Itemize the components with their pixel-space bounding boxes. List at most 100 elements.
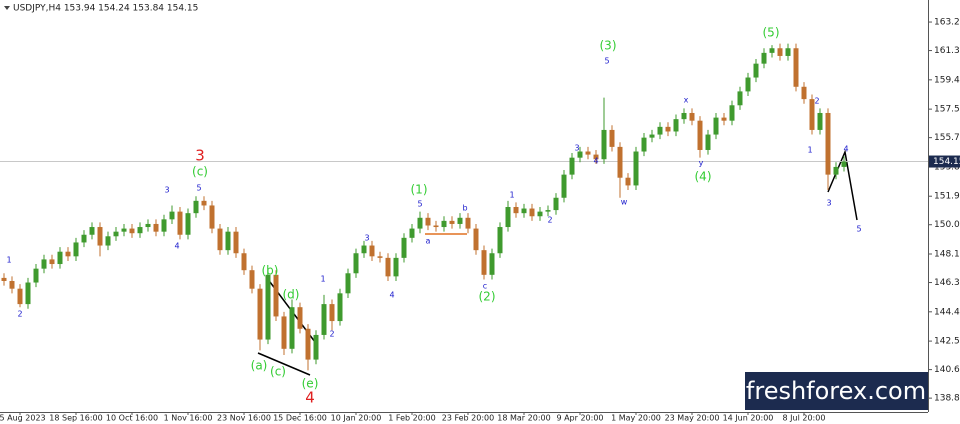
candle-body — [433, 225, 439, 228]
candle-body — [569, 157, 575, 175]
candle-body — [449, 220, 455, 224]
candle-body — [761, 52, 767, 64]
wave-label: 4 — [593, 157, 598, 166]
candle-body — [745, 77, 751, 92]
x-tick-label: 25 Aug 2023 — [0, 414, 46, 423]
y-tick-label: 163.20 — [934, 18, 960, 28]
wave-label: 3 — [195, 147, 205, 165]
last-price-label: 154.15 — [933, 157, 960, 167]
candle-body — [689, 112, 695, 121]
candle-body — [481, 250, 487, 275]
x-tick-label: 23 Feb 20:00 — [442, 414, 494, 423]
wave-label: 1 — [6, 256, 11, 265]
x-tick-label: 8 Jul 20:00 — [783, 414, 826, 423]
candle-body — [377, 256, 383, 258]
candle-body — [337, 293, 343, 322]
candle-body — [289, 307, 295, 349]
watermark-box — [745, 372, 928, 410]
x-tick-label: 18 Mar 20:00 — [497, 414, 550, 423]
candle-body — [665, 126, 671, 132]
wave-label: 3 — [164, 186, 169, 195]
x-tick-label: 10 Oct 16:00 — [106, 414, 158, 423]
y-tick-label: 144.40 — [934, 307, 960, 317]
candle-body — [585, 151, 591, 155]
candle-body — [657, 126, 663, 135]
candle-body — [593, 154, 599, 160]
wave-label: c — [483, 282, 487, 291]
wave-label: 3 — [826, 199, 831, 208]
candle-body — [833, 166, 839, 175]
candle-body — [25, 282, 31, 305]
y-tick-label: 140.65 — [934, 365, 960, 375]
candle-body — [425, 217, 431, 226]
candle-body — [121, 228, 127, 232]
candle-body — [545, 210, 551, 212]
candle-body — [57, 251, 63, 265]
x-tick-label: 1 Nov 16:00 — [164, 414, 213, 423]
candle-body — [105, 236, 111, 246]
wave-label: 2 — [814, 97, 819, 106]
candle-body — [241, 253, 247, 271]
candle-body — [73, 242, 79, 257]
candle-body — [633, 151, 639, 186]
candle-body — [625, 177, 631, 186]
y-tick-label: 150.05 — [934, 220, 960, 230]
candle-body — [385, 257, 391, 277]
candle-body — [369, 245, 375, 257]
candle-body — [273, 274, 279, 317]
wave-label: 3 — [574, 144, 579, 153]
wave-label: 3 — [364, 234, 369, 243]
candle-body — [817, 112, 823, 130]
candle-body — [49, 259, 55, 265]
candle-body — [81, 234, 87, 243]
candle-body — [553, 197, 559, 211]
x-tick-label: 1 Feb 20:00 — [388, 414, 435, 423]
candle-body — [169, 211, 175, 220]
candle-body — [353, 253, 359, 274]
candle-body — [705, 134, 711, 150]
candle-body — [89, 227, 95, 235]
candle-body — [537, 211, 543, 217]
candle-body — [257, 288, 263, 340]
y-tick-label: 161.35 — [934, 46, 960, 56]
candle-body — [841, 161, 847, 167]
candle-body — [785, 48, 791, 56]
candle-body — [777, 48, 783, 56]
candle-body — [329, 304, 335, 322]
candle-body — [601, 129, 607, 160]
candle-body — [305, 328, 311, 360]
wave-label: a — [426, 237, 431, 246]
wave-label: y — [699, 159, 704, 168]
candle-body — [185, 213, 191, 235]
wave-label: 2 — [547, 216, 552, 225]
watermark: freshforex.com — [746, 377, 926, 405]
symbol-icon — [4, 6, 10, 10]
candle-body — [673, 119, 679, 132]
candle-body — [697, 120, 703, 150]
candle-body — [193, 200, 199, 214]
candle-body — [281, 316, 287, 349]
y-tick-label: 157.55 — [934, 105, 960, 115]
last-price-tag — [929, 155, 960, 168]
candle-body — [473, 228, 479, 251]
candle-body — [33, 268, 39, 283]
candle-body — [409, 228, 415, 238]
x-tick-label: 9 Apr 20:00 — [556, 414, 603, 423]
projection-line — [827, 149, 858, 221]
candle-body — [641, 137, 647, 152]
wave-label: (3) — [600, 39, 617, 53]
candle-body — [153, 223, 159, 232]
candle-body — [713, 117, 719, 135]
candle-body — [561, 174, 567, 198]
candle-body — [177, 211, 183, 235]
candle-body — [137, 227, 143, 234]
candle-body — [313, 334, 319, 360]
wave-label: 2 — [17, 310, 22, 319]
candle-body — [41, 259, 47, 269]
candle-body — [617, 146, 623, 178]
candle-body — [129, 228, 135, 234]
wave-label: 2 — [329, 330, 334, 339]
candle-body — [753, 63, 759, 78]
candle-body — [201, 200, 207, 206]
